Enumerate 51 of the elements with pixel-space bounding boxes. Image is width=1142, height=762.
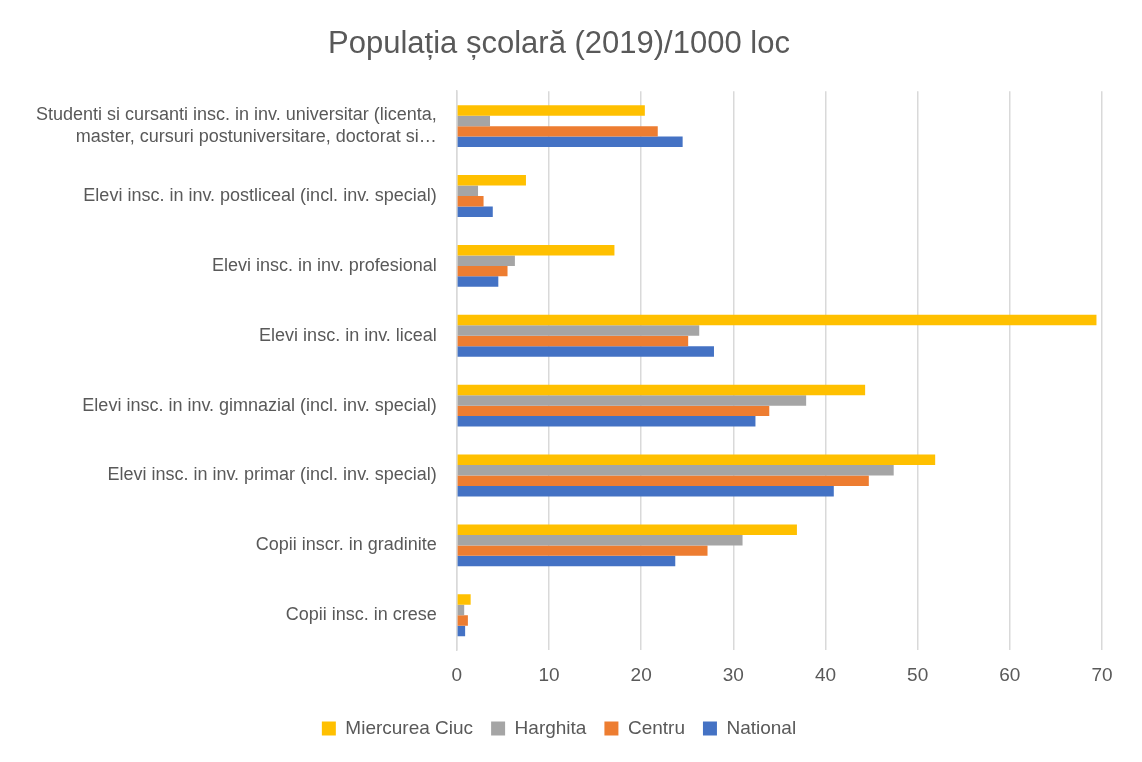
x-tick-label: 0 — [451, 663, 463, 685]
y-tick-label: Elevi insc. in inv. gimnazial (incl. inv. special) — [82, 394, 437, 415]
bar — [457, 115, 491, 127]
bar — [457, 175, 526, 186]
bar — [457, 405, 770, 417]
x-tick-label: 70 — [1091, 663, 1113, 685]
bar — [457, 524, 797, 535]
bar — [457, 555, 676, 567]
bar — [457, 454, 936, 466]
bar — [457, 416, 756, 427]
y-tick-label: Copii inscr. in gradinite — [255, 534, 437, 555]
x-tick-label: 20 — [630, 663, 652, 685]
bar — [457, 384, 866, 396]
legend-label: Centru — [627, 716, 685, 738]
bar — [457, 206, 493, 217]
bar — [457, 185, 479, 197]
bar — [457, 126, 658, 137]
y-tick-label: Elevi insc. in inv. primar (incl. inv. special) — [107, 464, 437, 485]
x-tick-label: 50 — [907, 663, 929, 685]
chart-title: Populația școlară (2019)/1000 loc — [328, 25, 790, 61]
bar — [457, 314, 1097, 326]
legend-label: National — [726, 716, 797, 738]
bar — [457, 395, 807, 406]
bar — [457, 136, 683, 148]
x-tick-label: 60 — [999, 663, 1021, 685]
bar — [457, 346, 714, 357]
x-tick-label: 10 — [538, 663, 560, 685]
bar — [457, 475, 869, 486]
y-tick-label: Studenti si cursanti insc. in inv. universitar (licenta, master, cursuri postuniversitare, doctorat si… — [35, 104, 437, 146]
x-tick-label: 30 — [722, 663, 744, 685]
bar — [457, 534, 743, 546]
bar — [457, 276, 499, 287]
bar — [457, 196, 484, 207]
bar — [457, 255, 515, 266]
bar — [457, 105, 645, 116]
bar — [457, 244, 615, 256]
y-tick-label: Elevi insc. in inv. liceal — [259, 324, 437, 345]
y-tick-label: Elevi insc. in inv. profesional — [212, 254, 437, 275]
bar — [457, 615, 468, 626]
bar — [457, 594, 471, 605]
bar — [457, 325, 700, 336]
legend-label: Miercurea Ciuc — [345, 716, 474, 738]
bar — [457, 465, 894, 476]
bar — [457, 335, 689, 347]
bar — [457, 485, 834, 497]
y-tick-label: Elevi insc. in inv. postliceal (incl. inv. special) — [83, 184, 437, 205]
legend-label: Harghita — [514, 716, 587, 738]
bar — [457, 545, 708, 556]
bar — [457, 265, 508, 277]
x-tick-label: 40 — [814, 663, 837, 685]
y-tick-label: Copii insc. in crese — [285, 604, 437, 625]
